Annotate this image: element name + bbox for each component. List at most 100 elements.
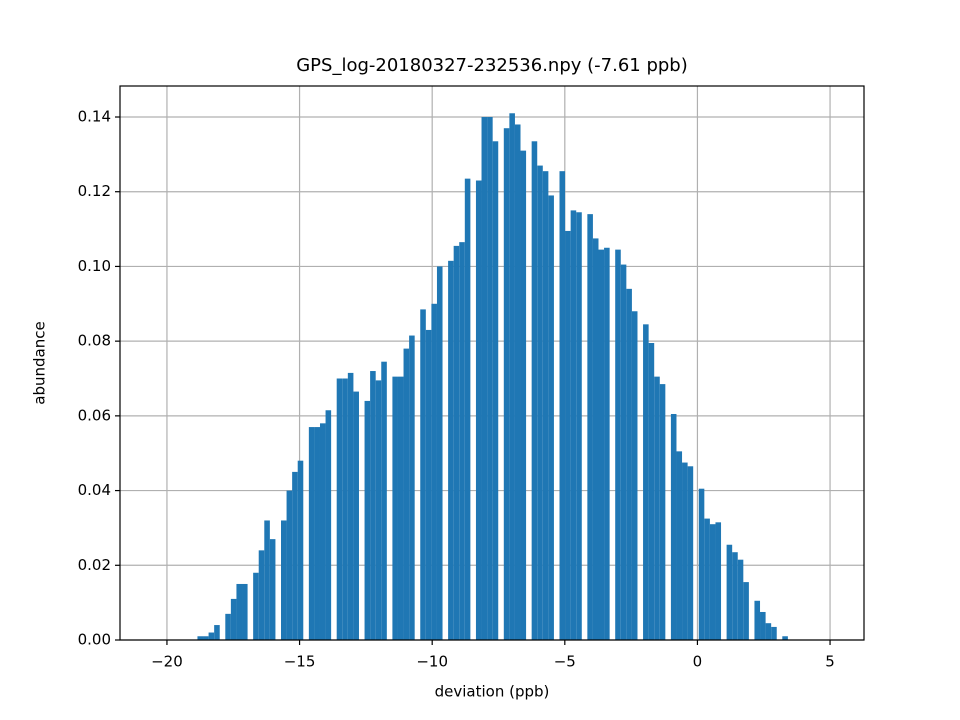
x-tick-label: 0	[693, 653, 703, 671]
bar	[487, 117, 493, 641]
bar	[353, 391, 359, 640]
bar	[420, 309, 426, 640]
bar	[292, 471, 298, 640]
bar	[670, 413, 677, 640]
bar	[570, 210, 577, 641]
bar	[503, 128, 510, 641]
x-axis-label: deviation (ppb)	[435, 683, 550, 701]
bar	[364, 400, 371, 640]
bar	[214, 625, 220, 640]
bar	[548, 195, 554, 641]
bar	[281, 520, 287, 640]
bar	[531, 141, 538, 640]
bar	[592, 238, 599, 640]
bar	[698, 488, 705, 640]
x-tick-label: 5	[825, 653, 835, 671]
bar	[537, 165, 543, 640]
bar	[208, 632, 215, 640]
bar	[732, 552, 738, 640]
bar	[576, 212, 582, 640]
bar	[765, 623, 772, 640]
bar	[319, 423, 326, 640]
bar	[760, 611, 766, 640]
bar	[258, 550, 265, 640]
bar	[375, 380, 382, 640]
plot-frame	[119, 85, 865, 641]
bar	[743, 582, 749, 640]
bar	[542, 171, 549, 641]
bar	[286, 490, 293, 640]
bar	[771, 626, 777, 640]
bar	[659, 384, 666, 640]
x-tick-label: −10	[416, 653, 448, 671]
bar	[342, 378, 348, 640]
bar	[459, 242, 465, 640]
bar	[336, 378, 343, 640]
bar	[203, 636, 209, 640]
bar	[643, 324, 649, 640]
bar	[726, 544, 733, 640]
bar	[559, 171, 566, 641]
bar	[704, 518, 710, 640]
bar	[682, 462, 688, 640]
bar	[453, 245, 460, 640]
bar	[403, 348, 410, 640]
bar	[620, 264, 627, 640]
bar	[370, 371, 376, 640]
bar	[481, 117, 488, 641]
bar	[264, 520, 270, 640]
bar	[565, 230, 571, 640]
bar	[676, 451, 683, 640]
chart-title: GPS_log-20180327-232536.npy (-7.61 ppb)	[296, 55, 688, 76]
y-axis-label: abundance	[31, 321, 49, 404]
y-tick-label: 0.10	[78, 257, 111, 275]
bar	[325, 410, 332, 640]
bar	[509, 113, 515, 641]
bar	[709, 524, 716, 640]
bar	[308, 427, 315, 640]
bar	[269, 539, 276, 640]
bar	[754, 600, 761, 640]
bar	[431, 303, 437, 640]
bar	[448, 260, 454, 640]
bar	[520, 150, 527, 640]
y-tick-label: 0.14	[78, 108, 111, 126]
x-tick-label: −15	[284, 653, 316, 671]
y-tick-label: 0.02	[78, 556, 111, 574]
bar	[475, 180, 482, 640]
bar	[230, 598, 237, 640]
bar	[253, 572, 259, 640]
bar	[236, 583, 243, 640]
bar	[425, 329, 432, 640]
bar	[225, 613, 231, 640]
bar	[782, 636, 788, 640]
bar	[492, 141, 499, 640]
bar	[626, 288, 632, 640]
bar	[409, 335, 415, 640]
bar	[648, 343, 655, 640]
bar	[598, 249, 605, 641]
bar	[737, 559, 744, 640]
bar	[381, 361, 387, 640]
y-tick-label: 0.06	[78, 406, 111, 424]
bar	[687, 466, 694, 640]
bar	[242, 583, 248, 640]
x-tick-label: −5	[554, 653, 576, 671]
bar	[436, 266, 443, 640]
bar	[654, 376, 660, 640]
bar	[604, 247, 610, 640]
bar	[615, 249, 621, 641]
bar	[631, 311, 638, 640]
bar	[514, 124, 521, 640]
y-tick-label: 0.08	[78, 332, 111, 350]
y-tick-label: 0.00	[78, 631, 111, 649]
bar	[314, 427, 320, 640]
y-tick-label: 0.04	[78, 481, 111, 499]
x-tick-label: −20	[151, 653, 183, 671]
bar	[587, 214, 593, 640]
bar	[715, 522, 722, 640]
bar	[297, 460, 304, 640]
bar	[397, 376, 404, 640]
y-tick-label: 0.12	[78, 182, 111, 200]
